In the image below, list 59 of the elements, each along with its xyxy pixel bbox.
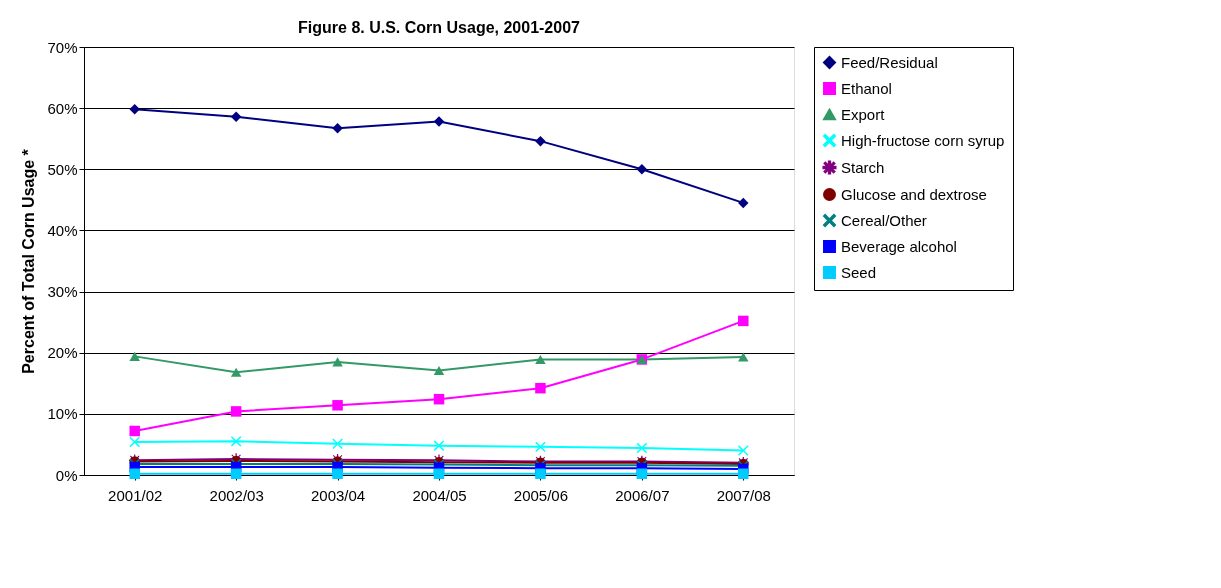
- point: [738, 352, 749, 362]
- point: [433, 468, 445, 480]
- legend-label: Feed/Residual: [841, 53, 938, 71]
- legend-label: Glucose and dextrose: [841, 185, 987, 203]
- point: [332, 400, 343, 411]
- point: [433, 116, 445, 127]
- point: [535, 468, 546, 480]
- y-tick-label: 40%: [47, 221, 78, 239]
- point: [332, 468, 343, 480]
- y-tick-label: 60%: [47, 99, 78, 117]
- y-tick-label: 10%: [47, 405, 78, 423]
- point: [230, 406, 242, 417]
- point: [230, 436, 242, 447]
- y-tick-label: 0%: [55, 466, 78, 484]
- legend-label: Seed: [841, 263, 877, 281]
- point: [636, 468, 648, 480]
- chart-title: Figure 8. U.S. Corn Usage, 2001-2007: [298, 19, 581, 36]
- legend-label: Cereal/Other: [841, 211, 927, 229]
- x-tick-label: 2002/03: [209, 486, 264, 504]
- point: [230, 367, 242, 377]
- point: [738, 468, 749, 480]
- point: [433, 365, 445, 375]
- x-tick-label: 2003/04: [310, 486, 366, 504]
- x-tick-label: 2006/07: [615, 486, 670, 504]
- point: [129, 425, 140, 437]
- legend-label: Ethanol: [841, 79, 892, 97]
- y-axis-title: Percent of Total Corn Usage *: [20, 148, 38, 374]
- legend-label: Starch: [841, 158, 885, 176]
- point: [535, 354, 546, 364]
- point: [636, 164, 648, 175]
- x-tick-label: 2004/05: [412, 486, 467, 504]
- x-tick-label: 2005/06: [513, 486, 569, 504]
- point: [332, 123, 343, 134]
- y-tick-label: 30%: [47, 283, 78, 301]
- point: [535, 135, 546, 147]
- point: [535, 382, 546, 394]
- point: [738, 315, 749, 327]
- point: [129, 436, 140, 448]
- point: [535, 441, 546, 453]
- legend-label: Export: [841, 105, 886, 123]
- point: [433, 440, 445, 451]
- point: [129, 351, 140, 361]
- x-tick-label: 2007/08: [716, 486, 771, 504]
- point: [129, 468, 140, 480]
- point: [230, 468, 242, 480]
- legend-label: Beverage alcohol: [841, 237, 957, 255]
- point: [332, 357, 343, 367]
- point: [636, 442, 648, 454]
- y-tick-label: 70%: [47, 38, 78, 56]
- point: [433, 393, 445, 405]
- legend-label: High-fructose corn syrup: [841, 131, 1005, 149]
- point: [129, 104, 140, 115]
- point: [738, 197, 749, 209]
- point: [230, 111, 242, 122]
- x-tick-label: 2001/02: [108, 486, 163, 504]
- point: [738, 445, 749, 456]
- y-tick-label: 50%: [47, 160, 78, 178]
- y-tick-label: 20%: [47, 344, 78, 362]
- point: [332, 438, 343, 450]
